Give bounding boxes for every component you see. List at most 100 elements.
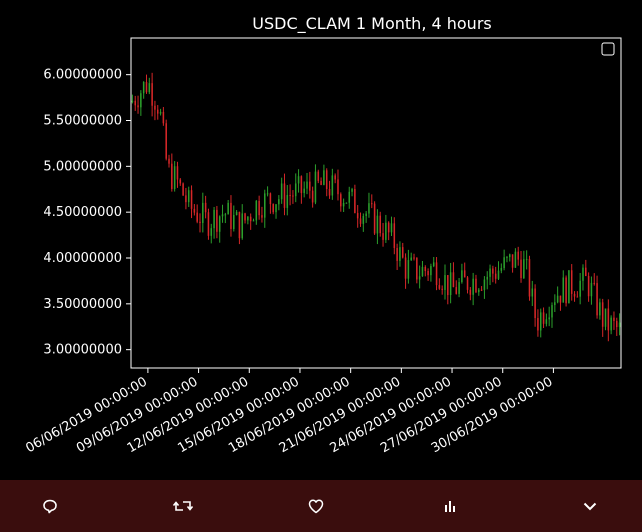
candle-body <box>134 100 136 106</box>
y-tick-label: 4.50000000 <box>43 205 122 220</box>
stats-button[interactable] <box>428 480 472 532</box>
plot-frame <box>130 37 622 369</box>
y-tick-label: 5.00000000 <box>43 159 122 174</box>
candle-body <box>258 200 260 216</box>
candle-body <box>601 302 604 327</box>
candle-body <box>148 83 151 93</box>
candle-body <box>427 271 429 276</box>
y-tick-label: 3.00000000 <box>43 343 122 358</box>
candle-body <box>435 262 438 286</box>
chevron-down-icon <box>583 502 597 511</box>
candle-body <box>483 279 486 290</box>
candle-body <box>269 193 272 205</box>
candle-body <box>590 282 593 297</box>
candle-body <box>542 312 545 324</box>
candle-body <box>520 259 522 279</box>
candle-body <box>525 259 528 261</box>
candle-body <box>401 247 404 258</box>
candle-body <box>424 266 427 272</box>
candle-body <box>182 183 184 196</box>
candle-body <box>278 199 280 205</box>
candle-body <box>137 105 139 108</box>
candle-body <box>154 105 156 110</box>
comment-icon <box>43 499 57 514</box>
retweet-icon <box>172 501 194 511</box>
candle-body <box>523 259 525 279</box>
candle-body <box>300 176 303 194</box>
candle-body <box>280 183 283 200</box>
candle-body <box>494 273 497 279</box>
candle-body <box>213 209 215 229</box>
candle-body <box>618 322 621 328</box>
candle-body <box>503 257 505 269</box>
candlestick-chart: USDC_CLAM 1 Month, 4 hours 3.00000000 3.5… <box>23 14 622 456</box>
candle-body <box>565 277 567 304</box>
candle-body <box>390 223 393 233</box>
like-button[interactable] <box>294 480 338 532</box>
candle-body <box>382 233 384 240</box>
candle-body <box>216 209 218 232</box>
candle-body <box>356 213 359 219</box>
retweet-button[interactable] <box>161 480 205 532</box>
candle-body <box>469 289 472 295</box>
candle-body <box>430 266 432 276</box>
candle-body <box>309 181 311 191</box>
candle-body <box>585 267 587 276</box>
candle-body <box>221 214 224 217</box>
candle-body <box>500 268 503 271</box>
comment-button[interactable] <box>28 480 72 532</box>
y-tick-label: 6.00000000 <box>43 68 122 83</box>
candle-body <box>371 203 373 205</box>
candle-body <box>340 194 342 207</box>
candle-body <box>421 266 424 277</box>
candle-body <box>263 193 266 218</box>
candle-body <box>359 218 362 224</box>
candle-body <box>587 275 590 297</box>
candle-body <box>252 220 255 222</box>
candle-body <box>455 287 458 294</box>
candle-body <box>185 195 187 203</box>
candle-body <box>404 257 407 279</box>
candle-body <box>261 215 263 218</box>
candle-body <box>486 276 489 280</box>
candle-body <box>249 216 252 222</box>
candle-body <box>407 260 410 279</box>
candle-body <box>497 270 500 279</box>
candle-body <box>204 202 207 213</box>
candle-body <box>463 270 466 278</box>
candle-body <box>368 203 370 214</box>
candle-body <box>311 190 314 203</box>
candle-body <box>534 288 536 319</box>
candle-body <box>396 247 398 261</box>
candle-body <box>531 288 534 297</box>
candle-body <box>241 213 244 239</box>
candle-body <box>511 254 514 268</box>
candle-body <box>283 183 286 208</box>
candle-body <box>554 302 556 306</box>
legend-box <box>601 42 615 56</box>
candle-body <box>162 111 165 124</box>
candle-body <box>579 280 581 297</box>
candle-body <box>478 289 480 293</box>
candle-body <box>539 312 542 331</box>
candle-body <box>559 295 562 303</box>
candle-body <box>441 288 443 290</box>
candle-body <box>173 166 176 189</box>
heart-icon <box>308 499 324 514</box>
candle-body <box>294 183 297 197</box>
candle-body <box>444 275 446 290</box>
candle-body <box>373 203 376 234</box>
candle-body <box>596 283 598 316</box>
candle-body <box>207 212 210 236</box>
candle-body <box>328 188 331 196</box>
candle-body <box>466 277 469 290</box>
candle-body <box>275 204 277 213</box>
candle-body <box>235 211 238 216</box>
candle-body <box>517 251 519 260</box>
candle-body <box>142 81 145 94</box>
candle-body <box>410 257 412 261</box>
more-button[interactable] <box>568 480 612 532</box>
candle-body <box>224 214 227 216</box>
bar-chart-icon <box>445 501 455 512</box>
candle-body <box>528 259 531 297</box>
